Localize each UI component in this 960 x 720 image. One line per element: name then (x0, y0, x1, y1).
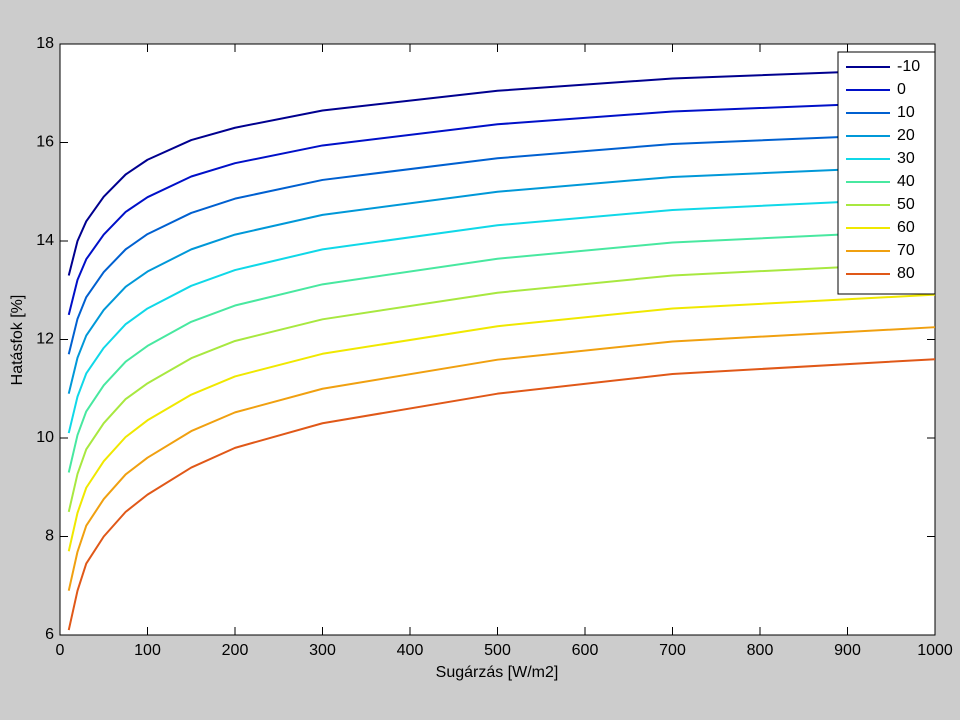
series-line (67, 229, 936, 473)
x-tick-label: 0 (56, 642, 65, 659)
legend-label: 80 (897, 265, 915, 282)
y-tick-label: 18 (36, 35, 54, 52)
x-tick-label: 300 (309, 642, 336, 659)
x-axis-label: Sugárzás [W/m2] (436, 664, 559, 681)
y-tick-label: 14 (36, 232, 54, 249)
series-line (67, 132, 936, 355)
series-line (67, 100, 936, 316)
series-line (67, 261, 936, 513)
x-tick-label: 100 (134, 642, 161, 659)
y-tick-label: 12 (36, 331, 54, 348)
legend: -10 0 10 20 30 40 50 60 70 80 (837, 51, 936, 295)
x-tick-label: 400 (397, 642, 424, 659)
series-line (67, 164, 936, 394)
legend-label: 70 (897, 242, 915, 259)
x-tick-label: 600 (572, 642, 599, 659)
series-line (67, 293, 936, 552)
y-tick-label: 6 (45, 626, 54, 643)
legend-label: 20 (897, 127, 915, 144)
legend-label: -10 (897, 58, 920, 75)
x-tick-label: 900 (834, 642, 861, 659)
x-tick-label: 800 (747, 642, 774, 659)
legend-label: 50 (897, 196, 915, 213)
legend-box (837, 51, 936, 295)
x-tick-label: 500 (484, 642, 511, 659)
series-line (67, 196, 936, 434)
legend-label: 30 (897, 150, 915, 167)
y-tick-label: 10 (36, 429, 54, 446)
x-tick-label: 700 (659, 642, 686, 659)
y-tick-label: 16 (36, 134, 54, 151)
series-line (67, 358, 936, 631)
legend-label: 40 (897, 173, 915, 190)
x-tick-label: 1000 (917, 642, 953, 659)
plot-area (59, 43, 936, 636)
x-tick-label: 200 (222, 642, 249, 659)
series-line (67, 326, 936, 591)
legend-label: 10 (897, 104, 915, 121)
legend-label: 0 (897, 81, 906, 98)
y-axis-label: Hatásfok [%] (9, 295, 26, 386)
y-tick-label: 8 (45, 528, 54, 545)
series-line (67, 67, 936, 276)
legend-label: 60 (897, 219, 915, 236)
